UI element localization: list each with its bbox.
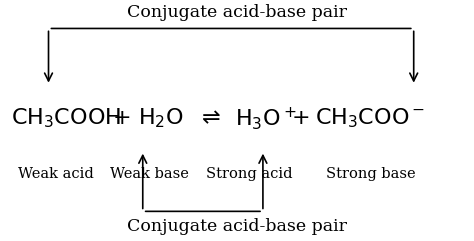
Text: $\rightleftharpoons$: $\rightleftharpoons$ xyxy=(197,108,221,128)
Text: Weak base: Weak base xyxy=(110,167,189,181)
Text: $\mathrm{+}$: $\mathrm{+}$ xyxy=(112,108,130,128)
Text: Strong acid: Strong acid xyxy=(206,167,292,181)
Text: $\mathrm{H_3O^+}$: $\mathrm{H_3O^+}$ xyxy=(235,105,296,132)
Text: Conjugate acid-base pair: Conjugate acid-base pair xyxy=(127,218,347,235)
Text: Conjugate acid-base pair: Conjugate acid-base pair xyxy=(127,5,347,21)
Text: $\mathrm{H_2O}$: $\mathrm{H_2O}$ xyxy=(138,106,184,130)
Text: $\mathrm{CH_3COOH}$: $\mathrm{CH_3COOH}$ xyxy=(11,106,121,130)
Text: Strong base: Strong base xyxy=(327,167,416,181)
Text: Weak acid: Weak acid xyxy=(18,167,93,181)
Text: $\mathrm{CH_3COO^-}$: $\mathrm{CH_3COO^-}$ xyxy=(315,106,425,130)
Text: $\mathrm{+}$: $\mathrm{+}$ xyxy=(291,108,310,128)
